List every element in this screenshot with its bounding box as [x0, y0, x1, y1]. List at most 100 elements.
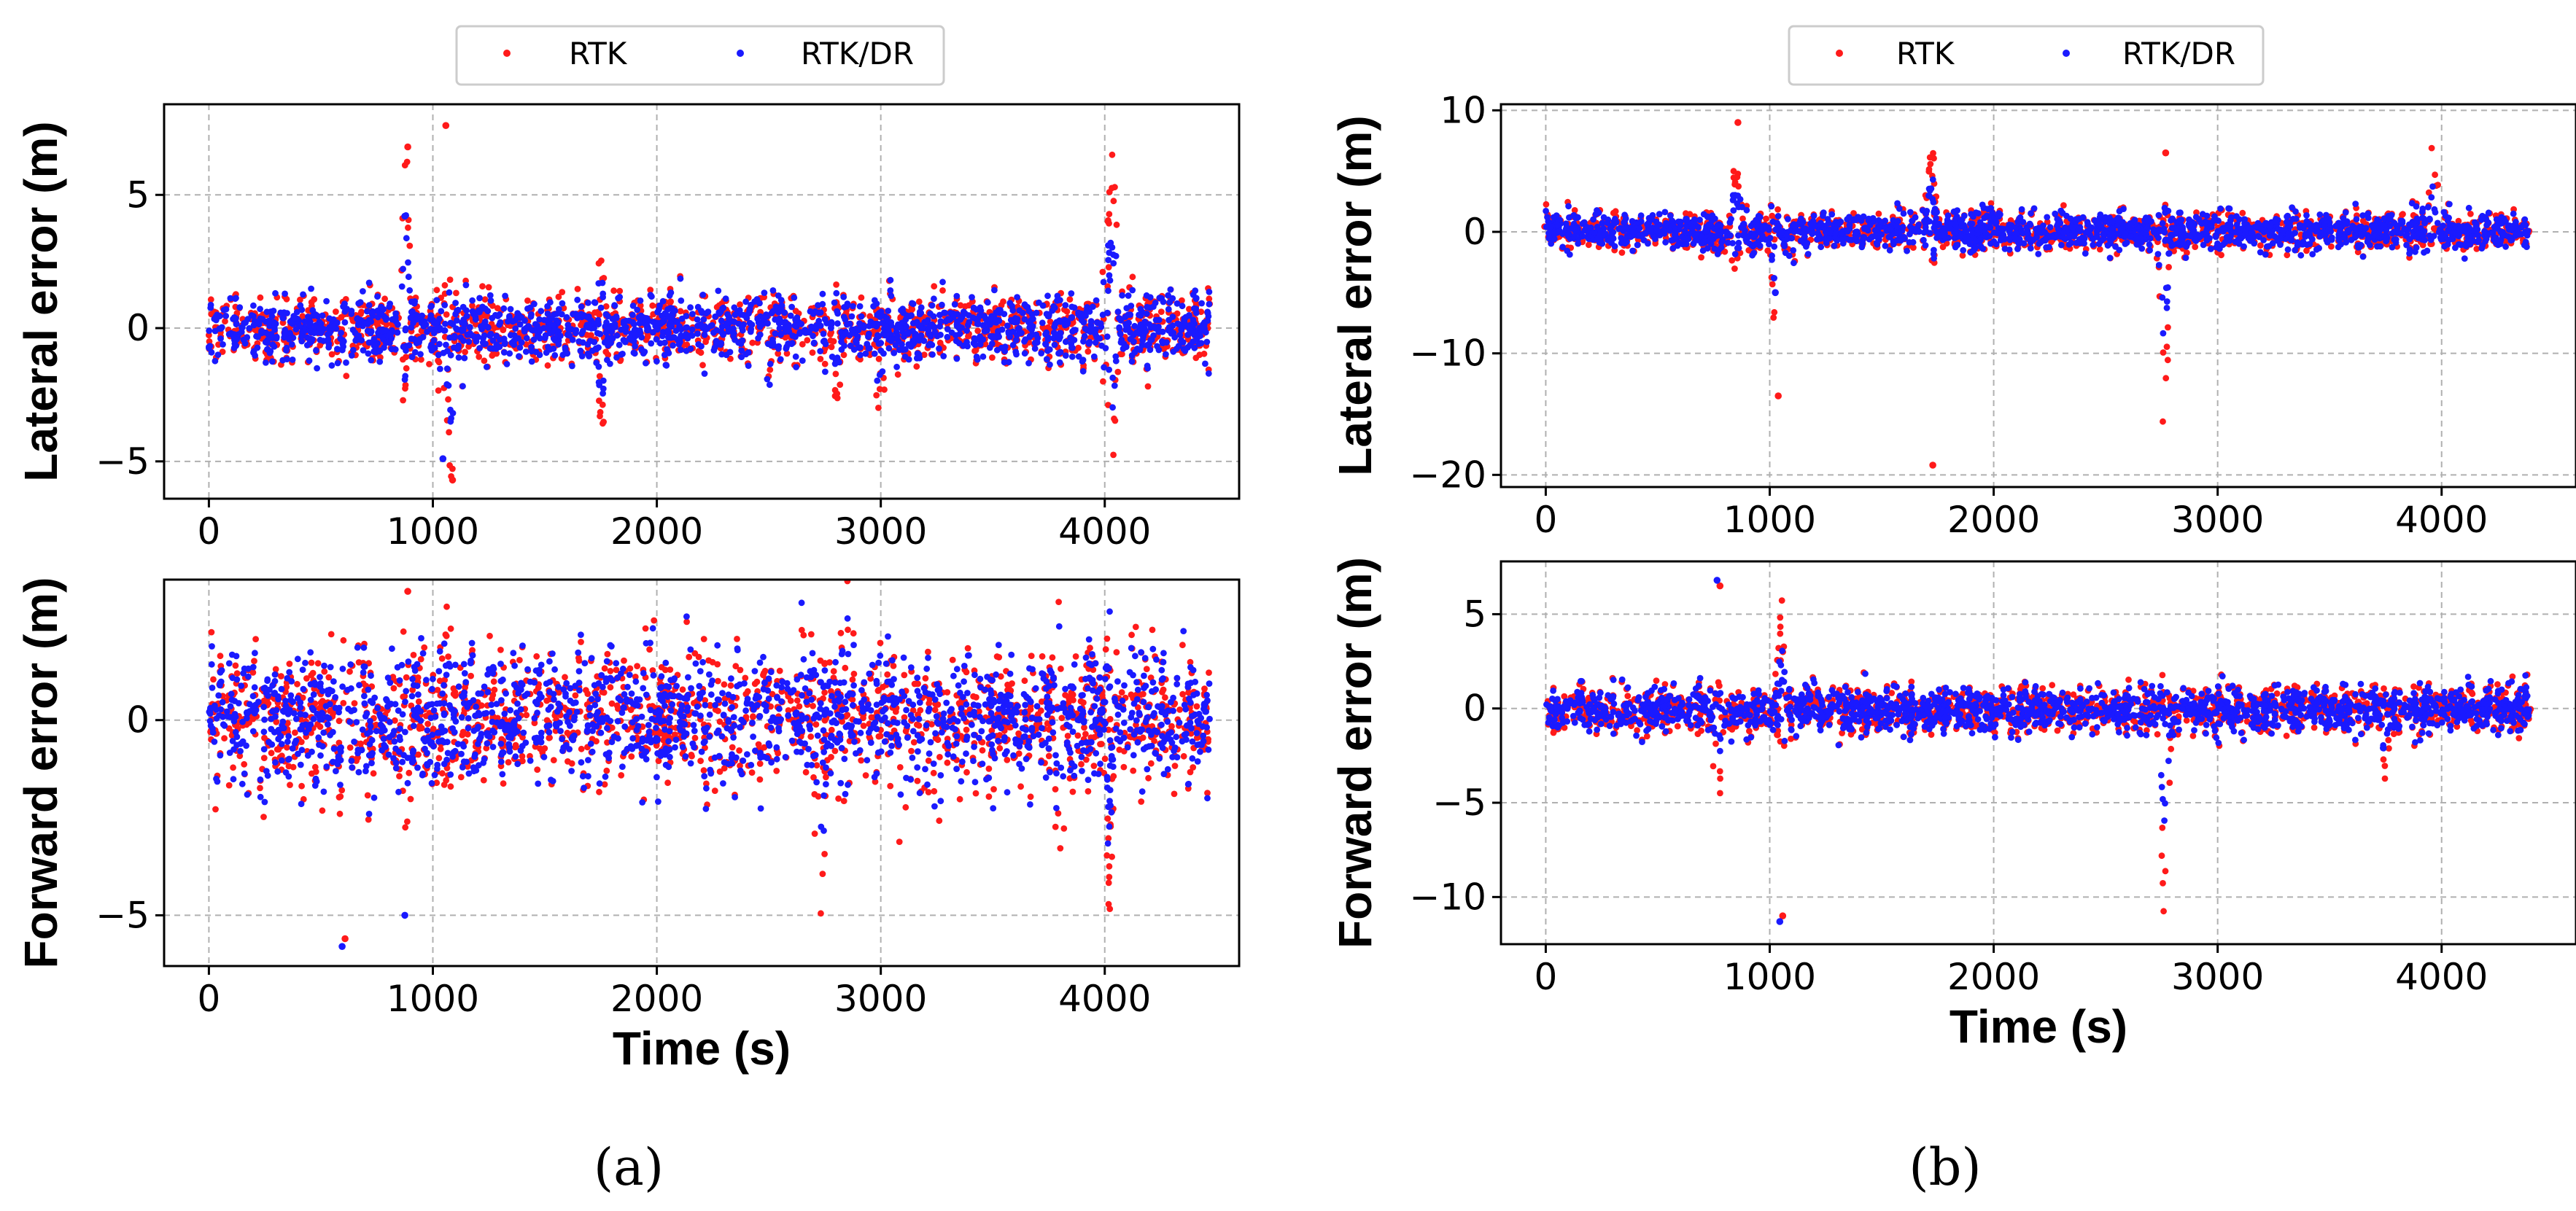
rtk-point — [750, 714, 756, 720]
rtkdr-point — [1130, 338, 1137, 345]
rtkdr-point — [1150, 332, 1157, 339]
rtkdr-point — [476, 308, 483, 314]
rtk-point — [601, 781, 608, 788]
rtk-point — [1062, 691, 1068, 698]
rtkdr-point — [578, 353, 586, 359]
rtkdr-point — [940, 353, 947, 359]
rtkdr-point — [694, 316, 701, 323]
rtkdr-point — [1166, 299, 1173, 306]
rtkdr-point — [584, 350, 591, 357]
rtkdr-point — [365, 279, 373, 287]
rtkdr-point — [411, 348, 419, 356]
rtk-point — [1111, 415, 1117, 422]
rtkdr-point — [287, 330, 293, 337]
rtkdr-point — [317, 324, 324, 331]
rtk-point — [775, 749, 781, 757]
rtk-point — [1132, 623, 1139, 631]
rtkdr-point — [300, 291, 306, 298]
rtkdr-point — [608, 322, 615, 330]
rtkdr-point — [1202, 360, 1209, 367]
rtkdr-point — [769, 287, 777, 294]
rtk-point — [584, 690, 591, 697]
rtkdr-point — [1062, 302, 1069, 308]
rtkdr-point — [977, 340, 984, 348]
rtk-point — [936, 817, 943, 825]
rtkdr-point — [1090, 353, 1098, 360]
rtkdr-point — [212, 357, 219, 365]
rtkdr-point — [842, 316, 849, 323]
rtkdr-point — [747, 328, 754, 335]
rtkdr-point — [892, 341, 899, 348]
rtkdr-point — [939, 301, 945, 308]
rtkdr-point — [1023, 303, 1030, 310]
rtkdr-point — [764, 313, 770, 320]
rtk-point — [441, 677, 449, 684]
rtkdr-point — [522, 348, 529, 355]
x-tick-label: 3000 — [834, 510, 927, 553]
rtkdr-point — [507, 332, 514, 339]
rtkdr-point — [787, 312, 794, 319]
rtk-point — [1179, 642, 1186, 649]
rtkdr-point — [402, 373, 409, 380]
rtkdr-point — [214, 351, 222, 358]
rtkdr-point — [355, 332, 362, 339]
rtkdr-point — [778, 319, 785, 326]
rtkdr-point — [371, 348, 377, 355]
rtk-point — [936, 339, 944, 346]
rtkdr-point — [516, 353, 522, 360]
rtk-point — [1047, 318, 1054, 325]
rtk-point — [497, 647, 504, 653]
rtkdr-point — [233, 336, 240, 343]
rtk-point — [512, 744, 519, 751]
rtkdr-point — [298, 338, 306, 345]
rtk-point — [626, 665, 634, 672]
rtkdr-point — [777, 331, 784, 338]
rtk-point — [828, 726, 835, 733]
rtk-point — [457, 774, 465, 781]
rtkdr-point — [447, 406, 454, 413]
rtkdr-point — [355, 300, 362, 307]
rtk-point — [1110, 451, 1117, 459]
rtk-point — [465, 343, 472, 350]
rtk-point — [1171, 790, 1178, 798]
rtk-point — [749, 339, 756, 346]
rtkdr-point — [653, 336, 660, 343]
points — [206, 580, 1213, 950]
rtkdr-point — [715, 287, 722, 295]
rtk-point — [934, 701, 942, 708]
rtkdr-point — [368, 311, 376, 318]
rtkdr-point — [973, 306, 980, 313]
rtkdr-point — [828, 324, 834, 331]
rtk-point — [767, 366, 774, 373]
rtkdr-point — [956, 330, 963, 338]
rtk-point — [1176, 706, 1183, 713]
rtk-point — [222, 318, 228, 325]
rtk-point — [219, 348, 226, 355]
rtk-point — [278, 673, 284, 680]
rtkdr-point — [936, 345, 942, 352]
rtk-point — [1144, 383, 1152, 390]
rtkdr-point — [452, 300, 459, 306]
rtkdr-point — [1176, 332, 1184, 338]
rtkdr-point — [1001, 348, 1009, 354]
rtkdr-point — [446, 334, 454, 341]
rtkdr-point — [998, 326, 1006, 333]
rtkdr-point — [240, 336, 247, 343]
rtk-point — [421, 644, 428, 651]
rtkdr-point — [1112, 357, 1120, 365]
rtkdr-point — [846, 332, 853, 338]
rtkdr-point — [995, 316, 1001, 324]
rtkdr-point — [684, 335, 691, 342]
rtkdr-point — [286, 335, 292, 343]
rtk-point — [555, 689, 562, 696]
rtk-point — [533, 653, 540, 660]
rtk-point — [1160, 346, 1168, 353]
rtk-point — [435, 387, 442, 394]
rtkdr-point — [871, 350, 878, 357]
rtkdr-point — [250, 313, 257, 320]
rtk-point — [531, 720, 538, 726]
rtk-point — [809, 349, 816, 356]
rtkdr-point — [855, 327, 862, 334]
rtk-point — [490, 678, 497, 685]
rtkdr-point — [494, 313, 502, 319]
